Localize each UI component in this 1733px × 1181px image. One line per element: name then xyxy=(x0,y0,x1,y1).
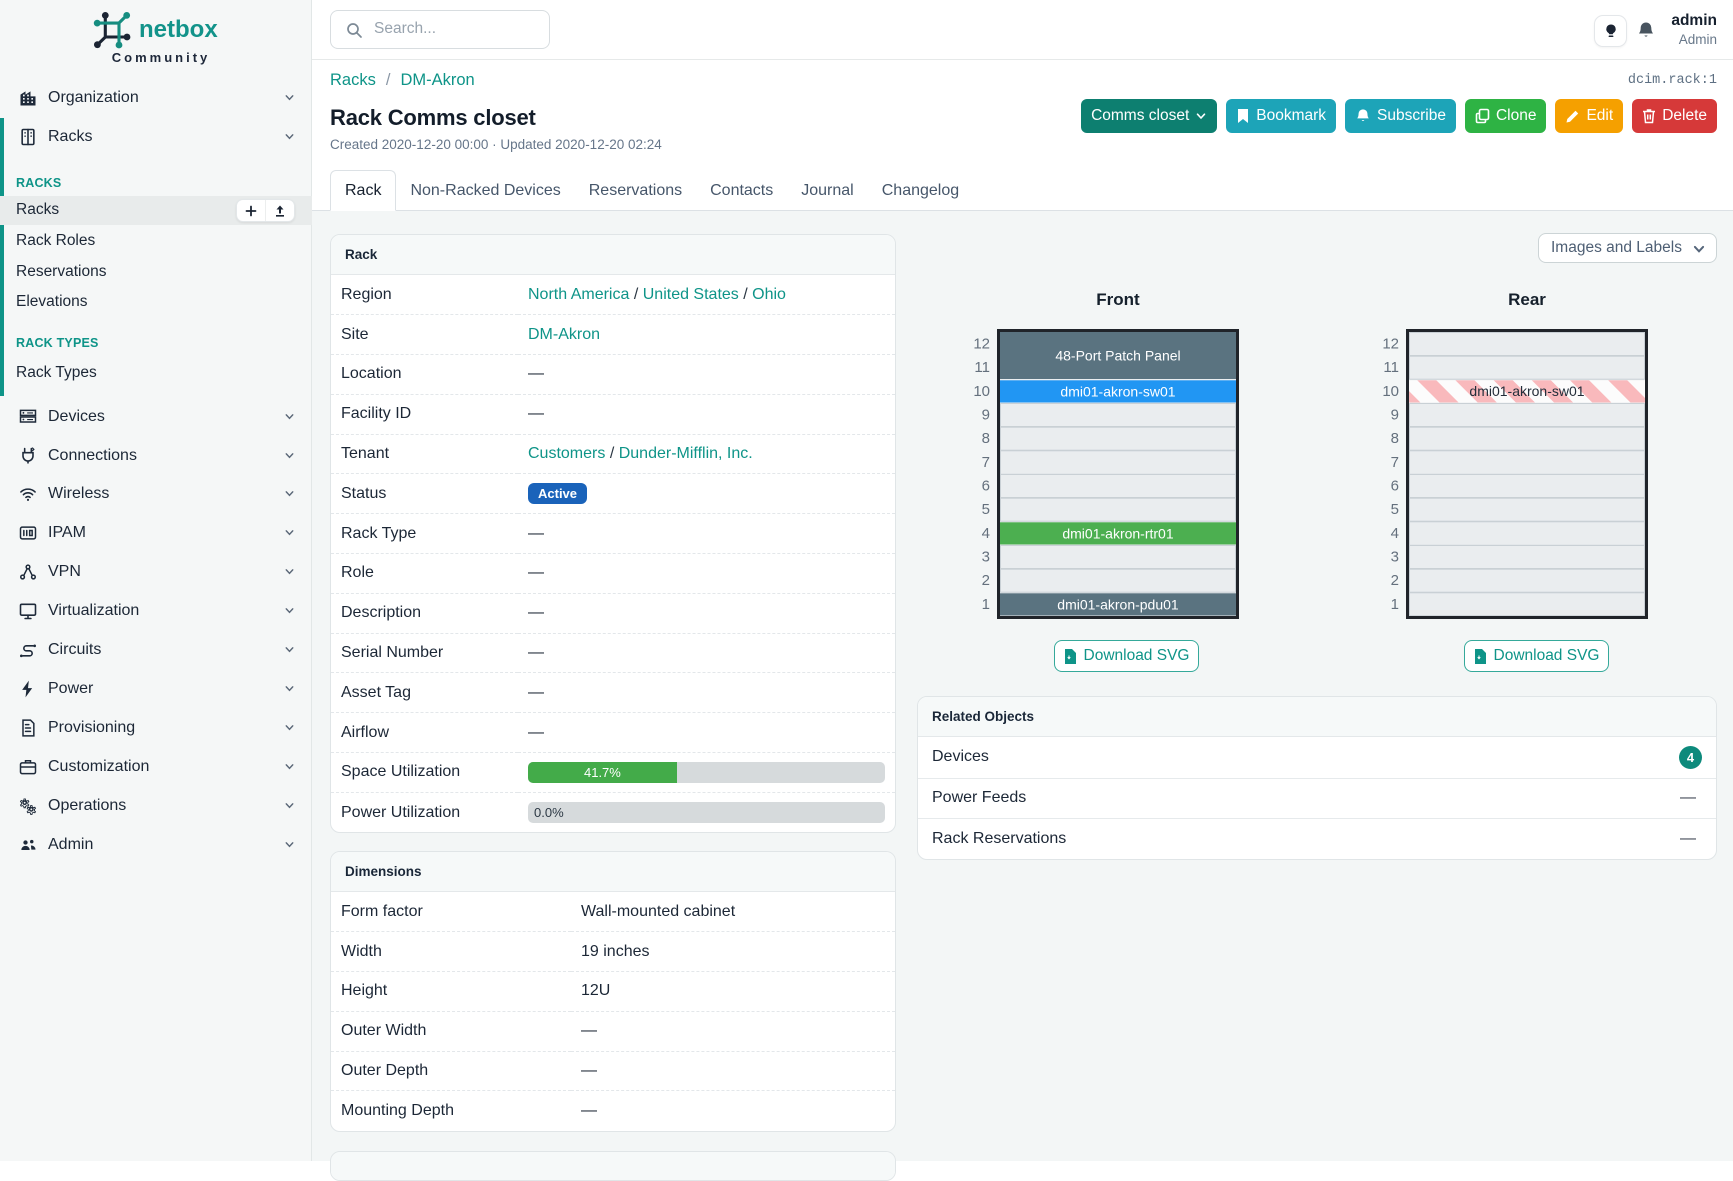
svg-text:3: 3 xyxy=(982,549,990,566)
svg-text:11: 11 xyxy=(1383,359,1399,376)
svg-text:9: 9 xyxy=(1391,407,1399,424)
svg-text:dmi01-akron-sw01: dmi01-akron-sw01 xyxy=(1060,384,1175,400)
svg-text:48-Port Patch Panel: 48-Port Patch Panel xyxy=(1055,348,1180,364)
svg-text:1: 1 xyxy=(982,596,990,613)
svg-text:4: 4 xyxy=(1391,525,1399,542)
svg-text:11: 11 xyxy=(974,359,990,376)
svg-text:8: 8 xyxy=(982,430,990,447)
svg-text:5: 5 xyxy=(1391,501,1399,518)
svg-text:9: 9 xyxy=(982,407,990,424)
svg-text:12: 12 xyxy=(1382,336,1399,353)
svg-text:7: 7 xyxy=(982,454,990,471)
svg-text:2: 2 xyxy=(1391,572,1399,589)
svg-text:10: 10 xyxy=(973,383,990,400)
svg-text:4: 4 xyxy=(982,525,990,542)
svg-text:10: 10 xyxy=(1382,383,1399,400)
svg-text:dmi01-akron-rtr01: dmi01-akron-rtr01 xyxy=(1062,526,1173,542)
svg-text:12: 12 xyxy=(973,336,990,353)
svg-text:dmi01-akron-sw01: dmi01-akron-sw01 xyxy=(1469,383,1584,399)
svg-text:6: 6 xyxy=(1391,478,1399,495)
svg-text:6: 6 xyxy=(982,478,990,495)
svg-text:5: 5 xyxy=(982,501,990,518)
svg-text:3: 3 xyxy=(1391,549,1399,566)
svg-text:7: 7 xyxy=(1391,454,1399,471)
svg-text:2: 2 xyxy=(982,572,990,589)
svg-text:dmi01-akron-pdu01: dmi01-akron-pdu01 xyxy=(1057,597,1179,613)
svg-text:1: 1 xyxy=(1391,596,1399,613)
svg-text:8: 8 xyxy=(1391,430,1399,447)
